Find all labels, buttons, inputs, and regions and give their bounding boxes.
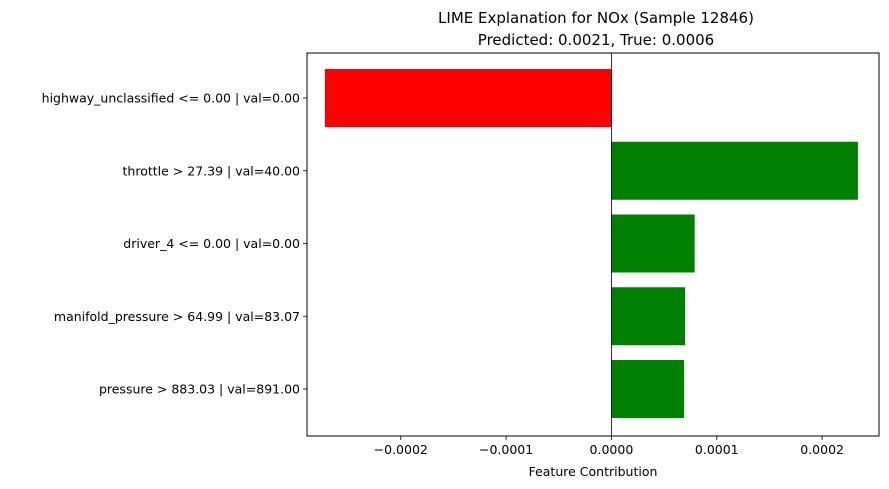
bar-2	[611, 141, 858, 200]
bar-1	[324, 69, 612, 127]
x-tick-label: −0.0001	[479, 442, 533, 457]
y-tick-label: highway_unclassified <= 0.00 | val=0.00	[42, 91, 300, 106]
chart-title: LIME Explanation for NOx (Sample 12846)	[438, 9, 754, 27]
bar-4	[611, 287, 686, 346]
bar-5	[611, 360, 685, 418]
x-axis-label: Feature Contribution	[529, 464, 658, 479]
x-tick-label: −0.0002	[374, 442, 428, 457]
x-tick-label: 0.0001	[695, 442, 739, 457]
bars-group	[324, 69, 858, 418]
y-axis: highway_unclassified <= 0.00 | val=0.00 t…	[42, 91, 307, 397]
y-tick-label: manifold_pressure > 64.99 | val=83.07	[54, 309, 300, 324]
y-tick-label: driver_4 <= 0.00 | val=0.00	[123, 236, 300, 251]
chart-subtitle: Predicted: 0.0021, True: 0.0006	[478, 31, 714, 49]
y-tick-label: pressure > 883.03 | val=891.00	[99, 382, 300, 397]
y-tick-label: throttle > 27.39 | val=40.00	[123, 163, 301, 178]
x-tick-label: 0.0000	[590, 442, 634, 457]
plot-frame	[306, 52, 880, 437]
x-tick-label: 0.0002	[800, 442, 844, 457]
x-axis: −0.0002 −0.0001 0.0000 0.0001 0.0002	[374, 436, 844, 457]
bar-3	[611, 214, 695, 273]
